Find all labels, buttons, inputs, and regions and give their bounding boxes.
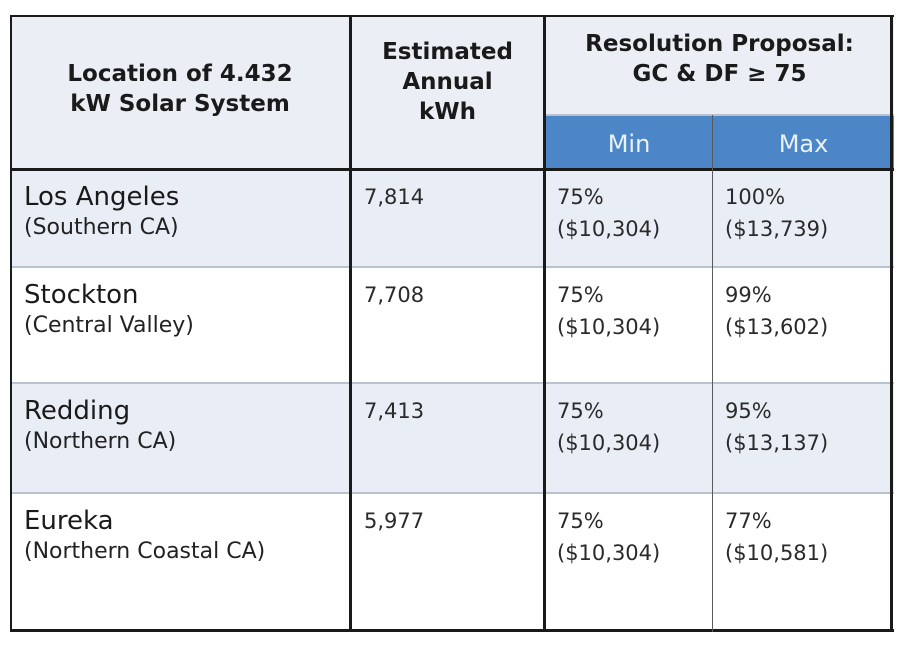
- row-2-kwh: 7,708: [350, 267, 545, 383]
- row-3-min: 75% ($10,304): [545, 383, 713, 493]
- row-2-location: Stockton (Central Valley): [10, 267, 350, 383]
- row-3-min-pct: 75%: [557, 399, 604, 423]
- row-4-max: 77% ($10,581): [713, 493, 894, 632]
- row-2-max-pct: 99%: [725, 283, 772, 307]
- header-bottom-border: [10, 168, 894, 171]
- row-1-min-pct: 75%: [557, 185, 604, 209]
- row-1-max-amt: ($13,739): [725, 217, 829, 241]
- annual-header-line-2: Annual: [402, 69, 493, 95]
- row-3-max-amt: ($13,137): [725, 431, 829, 455]
- max-header: Max: [713, 115, 894, 169]
- row-1-min: 75% ($10,304): [545, 169, 713, 267]
- divider-kwh-proposal: [543, 15, 546, 632]
- row-2-region: (Central Valley): [24, 313, 194, 338]
- row-3-max-pct: 95%: [725, 399, 772, 423]
- row-4-city: Eureka: [24, 506, 114, 536]
- row-1-max: 100% ($13,739): [713, 169, 894, 267]
- row-4-location: Eureka (Northern Coastal CA): [10, 493, 350, 632]
- row-4-region: (Northern Coastal CA): [24, 539, 266, 564]
- row-4-max-pct: 77%: [725, 509, 772, 533]
- row-1-bottom-border: [10, 266, 894, 268]
- proposal-header-line-2: GC & DF ≥ 75: [632, 61, 807, 87]
- row-1-location: Los Angeles (Southern CA): [10, 169, 350, 267]
- top-border: [10, 15, 894, 17]
- location-header: Location of 4.432 kW Solar System: [10, 15, 350, 169]
- row-1-city: Los Angeles: [24, 182, 180, 212]
- row-3-kwh: 7,413: [350, 383, 545, 493]
- solar-table: Location of 4.432 kW Solar System Estima…: [10, 15, 894, 632]
- row-2-city: Stockton: [24, 280, 139, 310]
- row-1-region: (Southern CA): [24, 215, 179, 240]
- row-4-max-amt: ($10,581): [725, 541, 829, 565]
- row-3-location: Redding (Northern CA): [10, 383, 350, 493]
- row-3-bottom-border: [10, 492, 894, 494]
- row-4-kwh: 5,977: [350, 493, 545, 632]
- proposal-header: Resolution Proposal: GC & DF ≥ 75: [545, 15, 894, 115]
- right-border: [890, 15, 893, 632]
- bottom-border: [10, 629, 894, 632]
- row-3-max: 95% ($13,137): [713, 383, 894, 493]
- annual-header-line-1: Estimated: [382, 39, 513, 65]
- left-border: [10, 15, 12, 632]
- proposal-divider: [545, 114, 894, 116]
- row-2-min-pct: 75%: [557, 283, 604, 307]
- row-4-min-pct: 75%: [557, 509, 604, 533]
- row-2-max: 99% ($13,602): [713, 267, 894, 383]
- row-1-max-pct: 100%: [725, 185, 786, 209]
- row-1-kwh: 7,814: [350, 169, 545, 267]
- proposal-header-line-1: Resolution Proposal:: [585, 31, 854, 57]
- divider-location-kwh: [349, 15, 352, 632]
- annual-header-line-3: kWh: [418, 99, 477, 125]
- row-2-min: 75% ($10,304): [545, 267, 713, 383]
- min-header: Min: [545, 115, 713, 169]
- location-header-line-1: Location of 4.432: [67, 61, 293, 87]
- row-2-max-amt: ($13,602): [725, 315, 829, 339]
- annual-header: Estimated Annual kWh: [350, 15, 545, 169]
- row-3-min-amt: ($10,304): [557, 431, 661, 455]
- row-4-min: 75% ($10,304): [545, 493, 713, 632]
- row-3-city: Redding: [24, 396, 131, 426]
- row-4-min-amt: ($10,304): [557, 541, 661, 565]
- divider-min-max: [712, 115, 713, 632]
- row-2-min-amt: ($10,304): [557, 315, 661, 339]
- location-header-line-2: kW Solar System: [70, 91, 290, 117]
- row-2-bottom-border: [10, 382, 894, 384]
- row-3-region: (Northern CA): [24, 429, 177, 454]
- row-1-min-amt: ($10,304): [557, 217, 661, 241]
